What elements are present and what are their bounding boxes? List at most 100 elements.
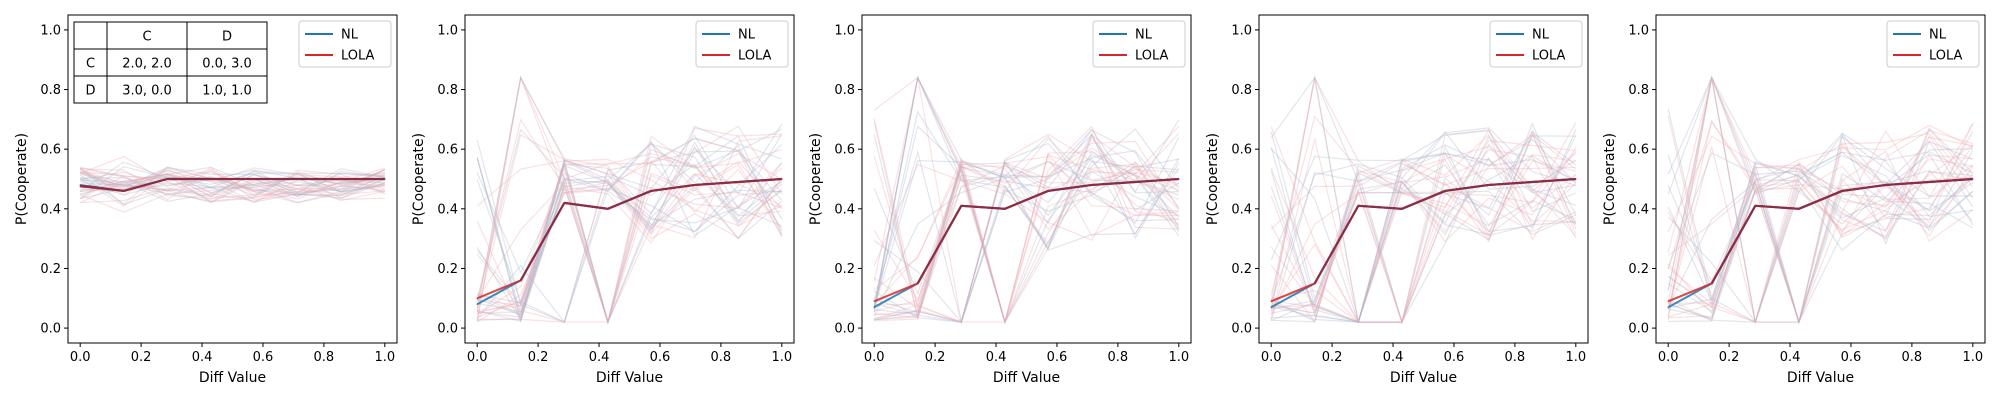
series-overlap-segment xyxy=(1401,189,1446,210)
nl-run-trace xyxy=(80,168,386,203)
nl-run-trace xyxy=(874,132,1180,323)
series-overlap-segment xyxy=(1841,183,1886,193)
nl-run-trace xyxy=(874,165,1180,324)
y-tick-label: 0.2 xyxy=(40,262,61,277)
y-tick-label: 0.0 xyxy=(834,322,855,337)
lola-run-trace xyxy=(1667,119,1973,325)
y-tick-label: 0.8 xyxy=(437,83,458,98)
background-traces xyxy=(79,155,386,213)
lola-run-trace xyxy=(1668,123,1974,324)
nl-run-trace xyxy=(1270,121,1577,322)
legend: NL LOLA xyxy=(1886,20,1980,68)
lola-run-trace xyxy=(1270,77,1576,323)
y-tick-label: 0.8 xyxy=(1231,83,1252,98)
axes-frame xyxy=(67,14,398,344)
nl-run-trace xyxy=(1667,75,1974,317)
nl-run-trace xyxy=(476,172,783,322)
x-tick-label: 1.0 xyxy=(1565,350,1586,365)
nl-run-trace xyxy=(476,142,783,316)
chart-panel-2: 0.0 0.2 0.4 0.6 0.8 1.0 0.0 0.2 0.4 0.6 0.8 1.0 Diff… xyxy=(411,14,795,386)
data-point-lola xyxy=(873,300,875,303)
y-tick-label: 0.8 xyxy=(1628,83,1649,98)
nl-run-trace xyxy=(873,134,1180,319)
lola-run-trace xyxy=(874,134,1180,324)
lola-run-trace xyxy=(874,147,1179,323)
lola-run-trace xyxy=(873,155,1179,323)
series-overlap-segment xyxy=(1091,180,1136,187)
nl-run-trace xyxy=(1270,146,1577,323)
lola-run-trace xyxy=(1271,145,1577,324)
nl-run-trace xyxy=(1668,132,1974,320)
lola-run-trace xyxy=(1667,75,1974,325)
series-overlap-segment xyxy=(564,201,609,210)
lola-run-trace xyxy=(1270,130,1577,323)
nl-run-trace xyxy=(80,169,386,199)
lola-run-trace xyxy=(80,167,385,196)
lola-run-trace xyxy=(1270,153,1576,314)
lola-run-trace xyxy=(873,77,1180,323)
x-tick-label: 0.0 xyxy=(1261,350,1282,365)
lola-run-trace xyxy=(79,167,385,190)
y-tick-label: 0.0 xyxy=(437,322,458,337)
x-tick-label: 0.6 xyxy=(1444,350,1465,365)
lola-run-trace xyxy=(476,75,783,311)
y-tick-label: 0.4 xyxy=(1231,202,1252,217)
nl-run-trace xyxy=(873,161,1180,323)
x-tick-label: 1.0 xyxy=(374,350,395,365)
lola-run-trace xyxy=(1668,150,1974,323)
nl-run-trace xyxy=(1270,131,1577,301)
y-tick-label: 0.4 xyxy=(1628,202,1649,217)
y-tick-label: 0.2 xyxy=(1628,262,1649,277)
payoff-table-frame xyxy=(73,21,268,104)
x-tick-label: 0.6 xyxy=(1047,350,1068,365)
lola-run-trace xyxy=(1270,75,1577,302)
payoff-col-header: D xyxy=(222,30,232,45)
x-tick-label: 1.0 xyxy=(1168,350,1189,365)
lola-run-trace xyxy=(874,140,1180,325)
x-tick-label: 0.8 xyxy=(1902,350,1923,365)
lola-run-trace xyxy=(476,75,783,322)
nl-run-trace xyxy=(80,169,386,200)
lola-run-trace xyxy=(79,184,385,213)
y-tick-label: 0.0 xyxy=(1628,322,1649,337)
plot-area xyxy=(862,15,1191,343)
lola-run-trace xyxy=(1270,162,1576,230)
nl-run-trace xyxy=(1271,144,1576,325)
series-overlap-segment xyxy=(1135,177,1179,184)
lola-run-trace xyxy=(80,172,386,197)
data-point-nl xyxy=(1270,306,1272,309)
lola-run-trace xyxy=(80,166,385,193)
nl-run-trace xyxy=(80,173,385,204)
legend: NL LOLA xyxy=(298,20,392,68)
nl-run-trace xyxy=(477,128,783,304)
background-traces xyxy=(1667,75,1974,325)
nl-run-trace xyxy=(1667,76,1974,225)
x-tick-label: 1.0 xyxy=(1962,350,1983,365)
y-tick-label: 0.6 xyxy=(834,143,855,158)
lola-run-trace xyxy=(874,133,1179,306)
nl-run-trace xyxy=(1667,108,1974,323)
lola-run-trace xyxy=(476,133,783,313)
x-tick-label: 0.2 xyxy=(1322,350,1343,365)
nl-run-trace xyxy=(873,110,1179,312)
data-point-lola xyxy=(1667,300,1669,303)
lola-run-trace xyxy=(873,76,1180,192)
axes-frame xyxy=(1655,14,1986,344)
payoff-cell: 1.0, 1.0 xyxy=(202,84,252,99)
x-tick-label: 0.2 xyxy=(925,350,946,365)
axes-frame xyxy=(861,14,1192,344)
lola-run-trace xyxy=(80,168,385,201)
chart-panel-1: 0.0 0.2 0.4 0.6 0.8 1.0 0.0 0.2 0.4 0.6 0.8 1.0 Diff… xyxy=(14,14,398,386)
legend-label-nl: NL xyxy=(1929,28,1947,43)
nl-run-trace xyxy=(1270,130,1577,323)
lola-run-trace xyxy=(79,167,385,204)
nl-run-trace xyxy=(1270,153,1576,321)
lola-run-trace xyxy=(79,174,385,207)
y-tick-label: 1.0 xyxy=(834,23,855,38)
lola-run-trace xyxy=(80,168,386,202)
x-axis-label: Diff Value xyxy=(199,370,266,386)
y-tick-label: 0.0 xyxy=(40,322,61,337)
nl-run-trace xyxy=(477,183,782,324)
series-overlap-segment xyxy=(1798,189,1843,210)
y-tick-label: 1.0 xyxy=(1628,23,1649,38)
